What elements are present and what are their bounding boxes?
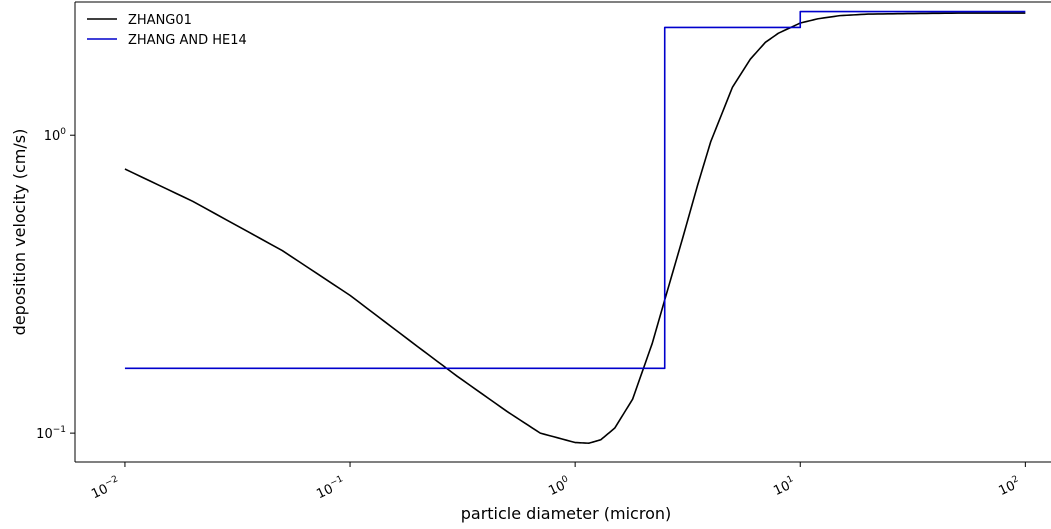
legend: ZHANG01 ZHANG AND HE14 [87, 13, 247, 48]
y-ticks: 10−1 100 [36, 127, 75, 442]
x-tick-label: 101 [771, 474, 798, 499]
y-tick-label: 100 [44, 127, 67, 144]
series-layer [124, 10, 1026, 445]
plot-frame [74, 1, 1051, 463]
legend-label: ZHANG01 [128, 13, 192, 28]
y-axis-label: deposition velocity (cm/s) [10, 129, 29, 336]
series-line-1 [124, 10, 1026, 370]
legend-label: ZHANG AND HE14 [128, 33, 247, 48]
x-axis-label: particle diameter (micron) [461, 504, 672, 523]
y-tick-label: 10−1 [36, 425, 66, 442]
x-tick-label: 100 [545, 474, 573, 499]
x-tick-label: 102 [996, 474, 1023, 499]
